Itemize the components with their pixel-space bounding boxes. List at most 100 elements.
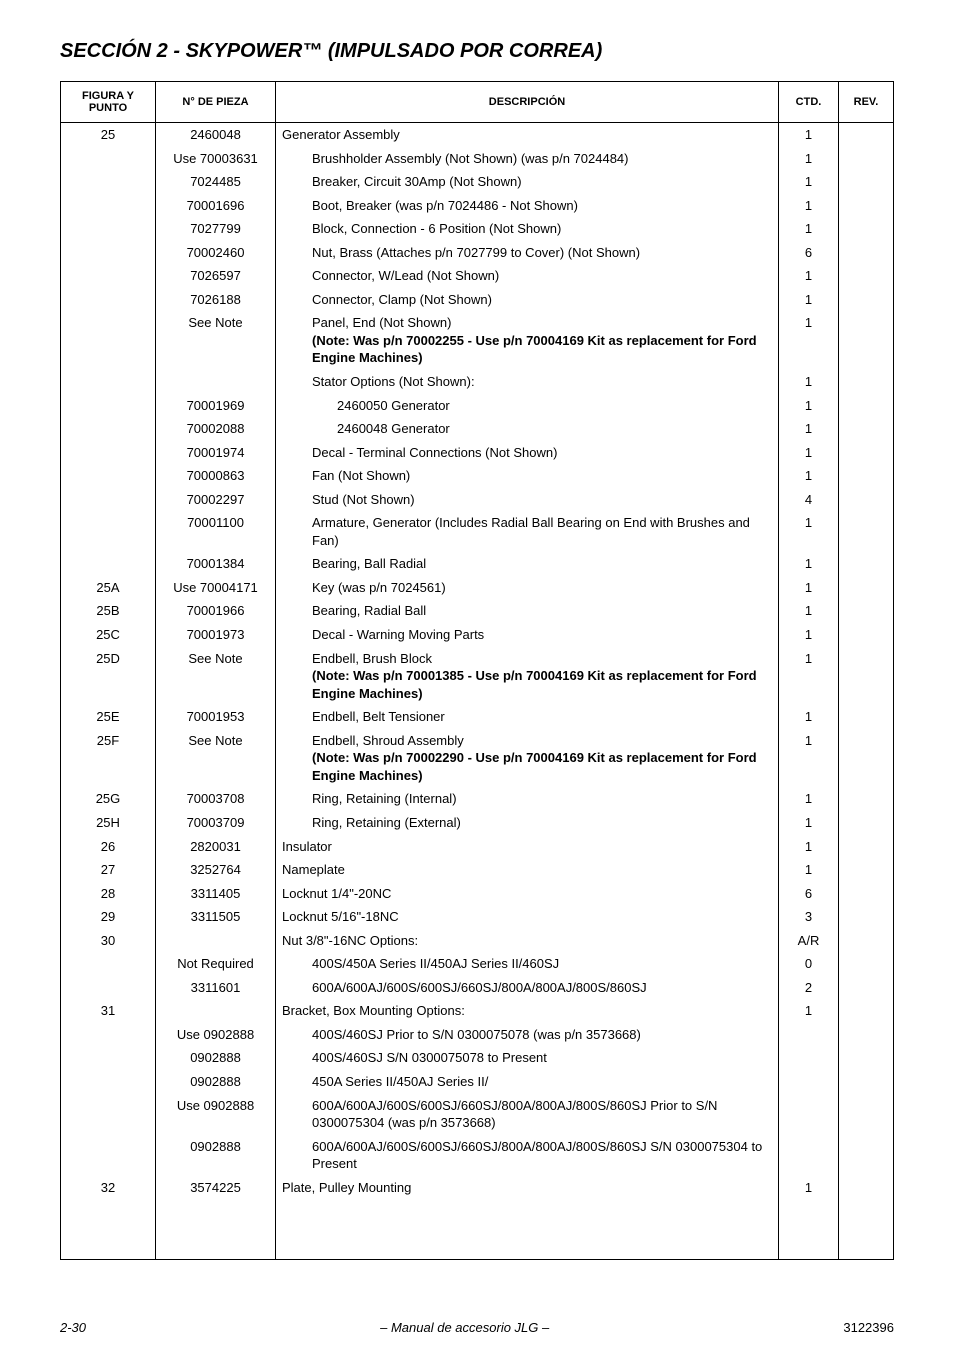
cell-desc: Bearing, Radial Ball — [276, 599, 779, 623]
desc-note: (Note: Was p/n 70001385 - Use p/n 700041… — [282, 667, 772, 702]
table-row: 25DSee NoteEndbell, Brush Block(Note: Wa… — [61, 647, 894, 706]
cell-qty: 1 — [779, 599, 839, 623]
cell-fig — [61, 241, 156, 265]
cell-desc: Stud (Not Shown) — [276, 488, 779, 512]
table-row: Use 0902888400S/460SJ Prior to S/N 03000… — [61, 1023, 894, 1047]
table-row: Use 0902888600A/600AJ/600S/600SJ/660SJ/8… — [61, 1094, 894, 1135]
cell-rev — [839, 264, 894, 288]
cell-fig — [61, 1023, 156, 1047]
cell-desc: Fan (Not Shown) — [276, 464, 779, 488]
table-row: 700019692460050 Generator1 — [61, 394, 894, 418]
cell-desc: Endbell, Belt Tensioner — [276, 705, 779, 729]
cell-rev — [839, 729, 894, 788]
table-header-row: FIGURA Y PUNTO N° DE PIEZA DESCRIPCIÓN C… — [61, 82, 894, 123]
desc-text: Nameplate — [282, 862, 345, 877]
cell-part: 70003709 — [156, 811, 276, 835]
cell-fig: 31 — [61, 999, 156, 1023]
cell-rev — [839, 1023, 894, 1047]
table-row: 25E70001953Endbell, Belt Tensioner1 — [61, 705, 894, 729]
cell-desc: Key (was p/n 7024561) — [276, 576, 779, 600]
cell-fig — [61, 147, 156, 171]
desc-text: Insulator — [282, 839, 332, 854]
desc-text: Armature, Generator (Includes Radial Bal… — [282, 514, 772, 549]
desc-text: Block, Connection - 6 Position (Not Show… — [282, 220, 561, 238]
cell-rev — [839, 952, 894, 976]
filler-cell — [276, 1199, 779, 1259]
table-row: 25AUse 70004171Key (was p/n 7024561)1 — [61, 576, 894, 600]
cell-part: 70001974 — [156, 441, 276, 465]
cell-rev — [839, 311, 894, 370]
cell-qty: 1 — [779, 217, 839, 241]
cell-desc: 400S/460SJ Prior to S/N 0300075078 (was … — [276, 1023, 779, 1047]
cell-fig — [61, 1094, 156, 1135]
cell-fig — [61, 370, 156, 394]
filler-cell — [839, 1199, 894, 1259]
cell-qty: 1 — [779, 511, 839, 552]
cell-fig — [61, 417, 156, 441]
col-header-desc: DESCRIPCIÓN — [276, 82, 779, 123]
cell-qty: 1 — [779, 370, 839, 394]
desc-text: Generator Assembly — [282, 127, 400, 142]
desc-text: Stud (Not Shown) — [282, 491, 415, 509]
cell-fig: 25 — [61, 123, 156, 147]
cell-part — [156, 999, 276, 1023]
table-row: 25FSee NoteEndbell, Shroud Assembly(Note… — [61, 729, 894, 788]
desc-note: (Note: Was p/n 70002255 - Use p/n 700041… — [282, 332, 772, 367]
cell-part: 70003708 — [156, 787, 276, 811]
page-footer: 2-30 – Manual de accesorio JLG – 3122396 — [60, 1320, 894, 1335]
cell-rev — [839, 417, 894, 441]
cell-fig: 29 — [61, 905, 156, 929]
cell-part: Use 70004171 — [156, 576, 276, 600]
cell-qty: 1 — [779, 441, 839, 465]
cell-desc: Panel, End (Not Shown)(Note: Was p/n 700… — [276, 311, 779, 370]
cell-qty — [779, 1046, 839, 1070]
cell-desc: Insulator — [276, 835, 779, 859]
cell-fig: 28 — [61, 882, 156, 906]
cell-part: 70001384 — [156, 552, 276, 576]
cell-rev — [839, 599, 894, 623]
table-row: 293311505Locknut 5/16"-18NC3 — [61, 905, 894, 929]
cell-qty: 3 — [779, 905, 839, 929]
desc-text: 400S/450A Series II/450AJ Series II/460S… — [282, 955, 559, 973]
desc-text: 600A/600AJ/600S/600SJ/660SJ/800A/800AJ/8… — [282, 1097, 772, 1132]
cell-desc: Generator Assembly — [276, 123, 779, 147]
table-row: 70002297Stud (Not Shown)4 — [61, 488, 894, 512]
table-row: 273252764Nameplate1 — [61, 858, 894, 882]
cell-rev — [839, 123, 894, 147]
footer-doc-number: 3122396 — [843, 1320, 894, 1335]
desc-text: Bearing, Radial Ball — [282, 602, 426, 620]
cell-qty: 1 — [779, 858, 839, 882]
cell-part: 70001100 — [156, 511, 276, 552]
cell-desc: Armature, Generator (Includes Radial Bal… — [276, 511, 779, 552]
cell-desc: Locknut 1/4"-20NC — [276, 882, 779, 906]
col-header-rev: REV. — [839, 82, 894, 123]
desc-note: (Note: Was p/n 70002290 - Use p/n 700041… — [282, 749, 772, 784]
cell-qty: 1 — [779, 787, 839, 811]
cell-part: 7027799 — [156, 217, 276, 241]
table-row: 323574225Plate, Pulley Mounting1 — [61, 1176, 894, 1200]
cell-rev — [839, 147, 894, 171]
cell-desc: 600A/600AJ/600S/600SJ/660SJ/800A/800AJ/8… — [276, 1094, 779, 1135]
filler-cell — [61, 1199, 156, 1259]
table-row: 70001974Decal - Terminal Connections (No… — [61, 441, 894, 465]
cell-part: 0902888 — [156, 1135, 276, 1176]
desc-text: 2460048 Generator — [282, 420, 450, 438]
cell-desc: Bracket, Box Mounting Options: — [276, 999, 779, 1023]
cell-part: Use 0902888 — [156, 1023, 276, 1047]
table-row: Use 70003631Brushholder Assembly (Not Sh… — [61, 147, 894, 171]
desc-text: Panel, End (Not Shown) — [282, 314, 451, 332]
cell-desc: Boot, Breaker (was p/n 7024486 - Not Sho… — [276, 194, 779, 218]
cell-rev — [839, 999, 894, 1023]
cell-desc: 450A Series II/450AJ Series II/ — [276, 1070, 779, 1094]
desc-text: Key (was p/n 7024561) — [282, 579, 446, 597]
cell-part — [156, 929, 276, 953]
cell-rev — [839, 882, 894, 906]
cell-part: 70001973 — [156, 623, 276, 647]
cell-fig — [61, 952, 156, 976]
cell-desc: 600A/600AJ/600S/600SJ/660SJ/800A/800AJ/8… — [276, 976, 779, 1000]
cell-qty — [779, 1070, 839, 1094]
cell-qty: 1 — [779, 1176, 839, 1200]
cell-qty: 6 — [779, 882, 839, 906]
desc-text: Ring, Retaining (External) — [282, 814, 461, 832]
cell-qty: 0 — [779, 952, 839, 976]
